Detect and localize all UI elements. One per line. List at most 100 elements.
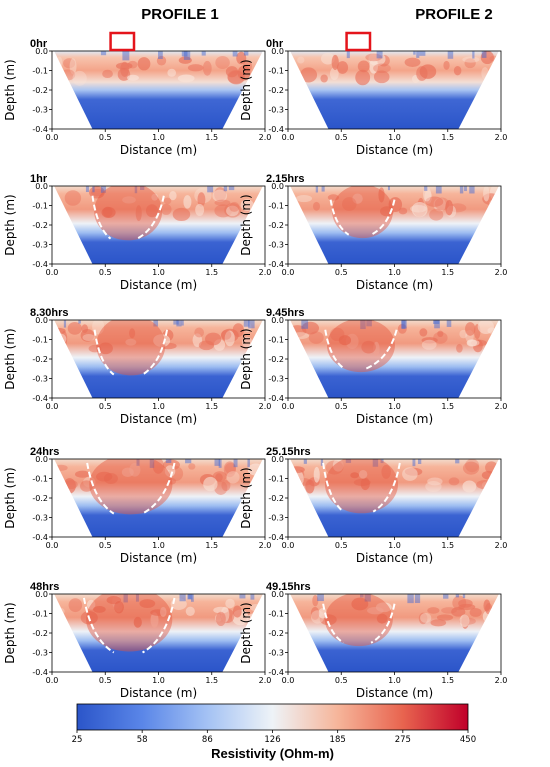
y-tick-label: -0.2 <box>32 629 48 638</box>
x-axis-label: Distance (m) <box>356 551 433 565</box>
x-tick-label: 1.5 <box>441 541 454 550</box>
y-tick-label: -0.1 <box>268 67 284 76</box>
y-tick-label: -0.1 <box>268 336 284 345</box>
x-tick-label: 1.0 <box>388 541 401 550</box>
panel-time-label: 25.15hrs <box>266 446 311 458</box>
panel-4: 0.0 0.5 1.0 1.5 2.0 0.0 -0.1 -0.2 -0.3 -0.4 Distan… <box>239 173 507 292</box>
y-tick-label: 0.0 <box>35 316 48 325</box>
colorbar-gradient <box>76 703 469 731</box>
plume-boundary-left <box>93 329 115 376</box>
panel-9: 0.0 0.5 1.0 1.5 2.0 0.0 -0.1 -0.2 -0.3 -0.4 Distan… <box>3 581 271 700</box>
y-tick-label: -0.4 <box>32 668 48 677</box>
y-tick-label: 0.0 <box>35 455 48 464</box>
x-axis-label: Distance (m) <box>356 686 433 700</box>
x-tick-label: 2.0 <box>495 676 508 685</box>
x-tick-label: 1.0 <box>152 402 165 411</box>
x-tick-label: 1.5 <box>441 133 454 142</box>
y-tick-label: 0.0 <box>271 316 284 325</box>
y-tick-label: -0.4 <box>268 394 284 403</box>
plume-boundary-right <box>370 603 396 644</box>
plume-boundary-left <box>322 603 344 644</box>
x-tick-label: 0.0 <box>46 268 59 277</box>
panel-time-label: 8.30hrs <box>30 307 69 319</box>
x-tick-label: 0.5 <box>99 268 112 277</box>
y-tick-label: 0.0 <box>271 47 284 56</box>
x-axis-label: Distance (m) <box>356 278 433 292</box>
panel-6: 0.0 0.5 1.0 1.5 2.0 0.0 -0.1 -0.2 -0.3 -0.4 Distan… <box>239 307 507 426</box>
x-tick-label: 2.0 <box>259 676 272 685</box>
x-axis-label: Distance (m) <box>120 412 197 426</box>
y-tick-label: -0.1 <box>32 610 48 619</box>
y-tick-label: -0.1 <box>32 67 48 76</box>
panel-time-label: 9.45hrs <box>266 307 305 319</box>
panel-time-label: 49.15hrs <box>266 581 311 593</box>
plume-boundary-left <box>91 195 112 240</box>
x-tick-label: 1.0 <box>152 268 165 277</box>
panel-3: 0.0 0.5 1.0 1.5 2.0 0.0 -0.1 -0.2 -0.3 -0.4 Distan… <box>3 173 271 292</box>
y-axis-label: Depth (m) <box>3 328 17 389</box>
plume-boundary-right <box>370 199 396 236</box>
x-tick-label: 1.0 <box>388 133 401 142</box>
x-tick-label: 0.0 <box>46 133 59 142</box>
y-tick-label: -0.3 <box>32 241 48 250</box>
x-tick-label: 0.5 <box>335 402 348 411</box>
colorbar-tick-label: 25 <box>72 735 83 745</box>
y-tick-label: -0.3 <box>268 375 284 384</box>
plume-anomaly <box>86 594 173 652</box>
y-tick-label: -0.2 <box>268 629 284 638</box>
panel-time-label: 48hrs <box>30 581 59 593</box>
x-tick-label: 1.5 <box>205 541 218 550</box>
column-title-profile-1: PROFILE 1 <box>141 6 219 23</box>
y-tick-label: -0.3 <box>32 514 48 523</box>
colorbar: 25 58 86 126 185 275 450 Resistivity (Ohm-m) <box>72 703 476 761</box>
y-axis-label: Depth (m) <box>3 602 17 663</box>
resistivity-field <box>54 51 263 129</box>
plume-boundary-left <box>322 462 345 513</box>
x-tick-label: 1.5 <box>205 402 218 411</box>
y-axis-label: Depth (m) <box>3 467 17 528</box>
panel-7: 0.0 0.5 1.0 1.5 2.0 0.0 -0.1 -0.2 -0.3 -0.4 Distan… <box>3 446 271 565</box>
x-axis-label: Distance (m) <box>120 143 197 157</box>
y-tick-label: 0.0 <box>271 182 284 191</box>
x-tick-label: 0.5 <box>99 133 112 142</box>
y-tick-label: -0.4 <box>32 394 48 403</box>
y-tick-label: -0.4 <box>32 260 48 269</box>
plume-boundary-right <box>142 597 176 654</box>
x-tick-label: 2.0 <box>495 268 508 277</box>
x-tick-label: 0.0 <box>282 133 295 142</box>
y-tick-label: 0.0 <box>35 590 48 599</box>
column-title-profile-2: PROFILE 2 <box>415 6 493 23</box>
y-tick-label: -0.1 <box>268 475 284 484</box>
x-tick-label: 1.0 <box>388 676 401 685</box>
panel-grid: 0.0 0.5 1.0 1.5 2.0 0.0 -0.1 -0.2 -0.3 -0.4 Distan… <box>3 31 508 700</box>
y-tick-label: -0.3 <box>268 106 284 115</box>
x-tick-label: 2.0 <box>259 402 272 411</box>
colorbar-tick-label: 86 <box>202 735 213 745</box>
plume-anomaly <box>96 320 166 376</box>
panel-time-label: 0hr <box>30 38 48 50</box>
y-tick-label: -0.2 <box>268 355 284 364</box>
panel-time-label: 2.15hrs <box>266 173 305 185</box>
y-tick-label: -0.2 <box>268 221 284 230</box>
x-axis-label: Distance (m) <box>356 412 433 426</box>
y-tick-label: -0.1 <box>32 202 48 211</box>
x-axis-label: Distance (m) <box>120 551 197 565</box>
y-tick-label: -0.4 <box>268 533 284 542</box>
colorbar-title: Resistivity (Ohm-m) <box>211 746 334 761</box>
x-tick-label: 1.0 <box>152 676 165 685</box>
x-tick-label: 1.0 <box>388 402 401 411</box>
y-tick-label: -0.3 <box>32 106 48 115</box>
x-tick-label: 0.5 <box>335 133 348 142</box>
resistivity-field <box>54 186 263 264</box>
x-tick-label: 1.5 <box>205 133 218 142</box>
y-tick-label: -0.1 <box>32 336 48 345</box>
y-axis-label: Depth (m) <box>239 59 253 120</box>
x-axis-label: Distance (m) <box>120 278 197 292</box>
colorbar-tick-label: 126 <box>264 735 280 745</box>
y-tick-label: -0.4 <box>32 125 48 134</box>
y-tick-label: -0.4 <box>268 125 284 134</box>
y-tick-label: -0.4 <box>268 668 284 677</box>
x-tick-label: 2.0 <box>259 133 272 142</box>
y-tick-label: -0.2 <box>32 494 48 503</box>
